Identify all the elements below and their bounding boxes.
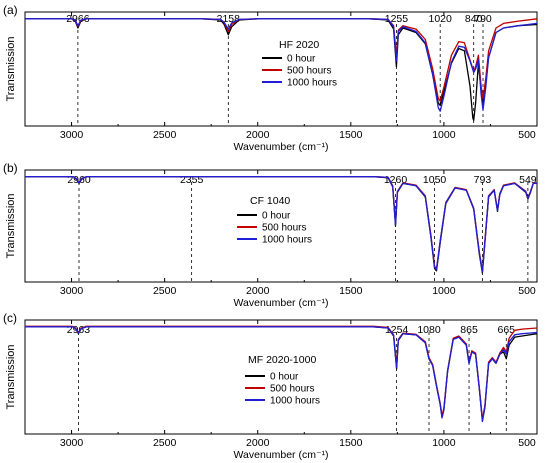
x-tick-label: 1000 xyxy=(432,129,456,141)
x-tick-label: 2000 xyxy=(246,285,270,297)
legend-entry: 1000 hours xyxy=(262,235,312,246)
chart-panel-0: (a) Transmission 3000 2500 2000 1500 1000 500 Wa… xyxy=(3,3,538,153)
peak-label: 2355 xyxy=(180,174,204,186)
panel-label: (c) xyxy=(3,311,17,325)
legend-entry: 500 hours xyxy=(287,66,331,77)
x-tick-label: 2500 xyxy=(153,285,177,297)
peak-label: 840 xyxy=(465,13,483,25)
x-tick-label: 1500 xyxy=(339,285,363,297)
peak-label: 1050 xyxy=(423,174,447,186)
legend-title: MF 2020-1000 xyxy=(248,354,316,366)
legend-entry: 0 hour xyxy=(287,54,316,65)
chart-panel-1: (b) Transmission 3000 2500 2000 1500 1000 500 Wa… xyxy=(3,161,538,309)
series-line-2 xyxy=(25,326,538,423)
x-tick-label: 2000 xyxy=(246,437,270,449)
peak-label: 1260 xyxy=(384,174,408,186)
plot-frame xyxy=(24,319,538,435)
x-tick-label: 500 xyxy=(518,285,536,297)
series-line-1 xyxy=(25,18,538,102)
x-axis-label: Wavenumber (cm⁻¹) xyxy=(234,141,329,153)
peak-label: 2960 xyxy=(67,174,91,186)
x-tick-label: 3000 xyxy=(60,285,84,297)
x-tick-label: 1000 xyxy=(432,285,456,297)
panel-label: (b) xyxy=(3,161,18,175)
legend-entry: 0 hour xyxy=(270,372,299,383)
x-tick-label: 1000 xyxy=(432,437,456,449)
plot-frame xyxy=(24,11,538,127)
peak-label: 865 xyxy=(460,324,478,336)
peak-label: 1080 xyxy=(417,324,441,336)
x-tick-label: 500 xyxy=(518,437,536,449)
peak-label: 793 xyxy=(474,174,492,186)
x-tick-label: 2000 xyxy=(246,129,270,141)
x-tick-label: 1500 xyxy=(339,129,363,141)
legend-entry: 500 hours xyxy=(262,223,306,234)
series-line-2 xyxy=(25,18,538,112)
x-axis-label: Wavenumber (cm⁻¹) xyxy=(234,449,329,461)
plot-frame xyxy=(24,169,538,283)
y-axis-label: Transmission xyxy=(5,194,17,259)
x-tick-label: 2500 xyxy=(153,437,177,449)
x-tick-label: 500 xyxy=(518,129,536,141)
legend-entry: 1000 hours xyxy=(270,396,320,407)
x-tick-label: 1500 xyxy=(339,437,363,449)
legend-entry: 500 hours xyxy=(270,384,314,395)
chart-panel-2: (c) Transmission 3000 2500 2000 1500 1000 500 Wa… xyxy=(3,311,538,461)
y-axis-label: Transmission xyxy=(5,37,17,102)
legend-title: HF 2020 xyxy=(279,39,319,51)
peak-label: 2966 xyxy=(66,13,90,25)
peak-label: 1020 xyxy=(429,13,453,25)
legend-entry: 0 hour xyxy=(262,211,291,222)
peak-label: 665 xyxy=(498,324,516,336)
peak-label: 549 xyxy=(519,174,537,186)
x-tick-label: 3000 xyxy=(60,129,84,141)
x-tick-label: 2500 xyxy=(153,129,177,141)
panel-label: (a) xyxy=(3,3,18,17)
peak-label: 790 xyxy=(474,13,492,25)
x-tick-label: 3000 xyxy=(60,437,84,449)
series-line-2 xyxy=(25,176,537,273)
legend-entry: 1000 hours xyxy=(287,78,337,89)
y-axis-label: Transmission xyxy=(5,345,17,410)
x-axis-label: Wavenumber (cm⁻¹) xyxy=(234,297,329,309)
legend-title: CF 1040 xyxy=(250,195,290,207)
